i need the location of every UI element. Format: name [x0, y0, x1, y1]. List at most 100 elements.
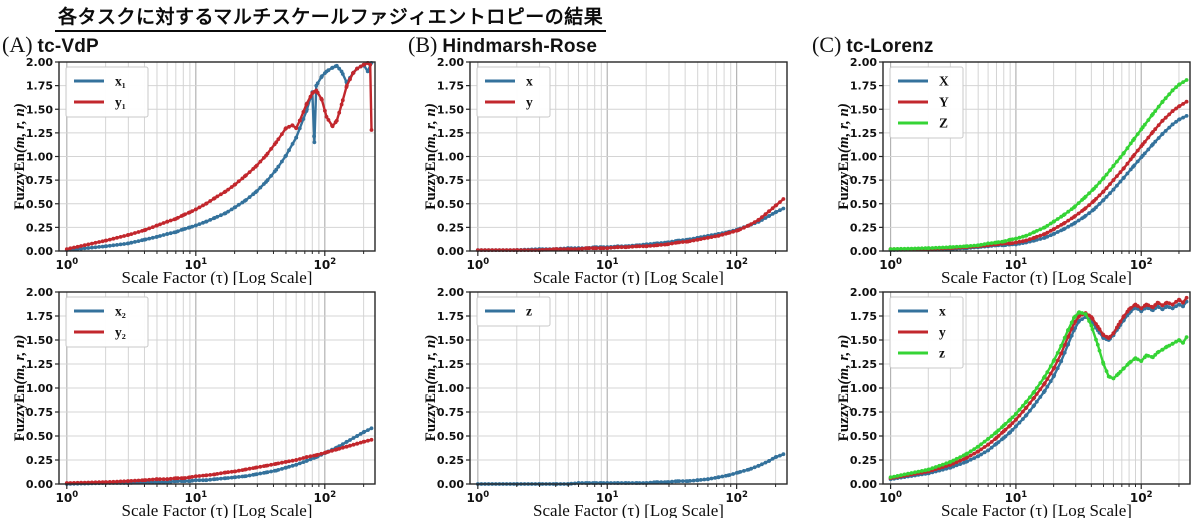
- y-tick-label: 1.50: [437, 103, 464, 116]
- x-tick-label: 100: [467, 257, 490, 272]
- chart-svg-A-bottom: 100 101 102 0.00 0.25 0.50 0.75 1.00 1.25 1.50 1.7…: [12, 286, 376, 520]
- panel-a-prefix: (A): [2, 32, 33, 57]
- y-tick-label: 1.25: [850, 358, 877, 371]
- legend-label-x₂: x₂: [115, 304, 126, 319]
- panel-a-name: tc-VdP: [37, 36, 99, 57]
- series-Z: [888, 78, 1189, 252]
- y-tick-label: 0.25: [850, 454, 877, 467]
- chart-svg-C-top: 100 101 102 0.00 0.25 0.50 0.75 1.00 1.25 1.50 1.7…: [836, 56, 1191, 287]
- legend-label-X: X: [939, 74, 949, 89]
- y-axis-label: FuzzyEn(m, r, n): [13, 335, 28, 442]
- x-axis-label: Scale Factor (τ) [Log Scale]: [122, 501, 313, 518]
- y-tick-label: 1.75: [26, 310, 53, 323]
- y-tick-label: 0.00: [850, 245, 877, 258]
- y-tick-label: 0.00: [850, 478, 877, 491]
- x-axis-label: Scale Factor (τ) [Log Scale]: [533, 268, 724, 285]
- y-tick-label: 1.50: [26, 334, 53, 347]
- y-tick-label: 0.25: [26, 221, 53, 234]
- y-tick-label: 0.00: [437, 478, 464, 491]
- legend-label-z: z: [939, 346, 945, 361]
- x-tick-label: 102: [725, 257, 748, 272]
- y-tick-label: 1.25: [437, 127, 464, 140]
- plot-area: [59, 61, 375, 253]
- x-tick-label: 101: [1005, 490, 1028, 505]
- chart-b-top: 100 101 102 0.00 0.25 0.50 0.75 1.00 1.25 1.50 1.7…: [423, 52, 797, 290]
- y-tick-label: 1.00: [26, 382, 53, 395]
- x-tick-label: 102: [725, 490, 748, 505]
- x-tick-label: 101: [184, 257, 207, 272]
- legend-label-Y: Y: [939, 95, 949, 110]
- x-axis-label: Scale Factor (τ) [Log Scale]: [941, 501, 1132, 518]
- y-tick-label: 1.25: [437, 358, 464, 371]
- y-tick-label: 1.00: [437, 151, 464, 164]
- x-axis-label: Scale Factor (τ) [Log Scale]: [122, 268, 313, 285]
- chart-c-bottom: 100 101 102 0.00 0.25 0.50 0.75 1.00 1.25 1.50 1.7…: [836, 282, 1200, 523]
- x-tick-label: 101: [596, 490, 619, 505]
- x-tick-label: 101: [184, 490, 207, 505]
- chart-c-top: 100 101 102 0.00 0.25 0.50 0.75 1.00 1.25 1.50 1.7…: [836, 52, 1200, 290]
- y-tick-label: 0.50: [437, 430, 464, 443]
- panel-b-name: Hindmarsh-Rose: [442, 36, 598, 57]
- y-tick-label: 1.50: [850, 103, 877, 116]
- legend: x₂ y₂: [65, 296, 149, 348]
- legend: xyz: [889, 296, 964, 369]
- figure-title: 各タスクに対するマルチスケールファジィエントロピーの結果: [55, 2, 607, 32]
- y-tick-label: 0.50: [26, 430, 53, 443]
- plot-area: [59, 291, 375, 486]
- x-axis-label: Scale Factor (τ) [Log Scale]: [941, 268, 1132, 285]
- y-tick-label: 1.75: [850, 310, 877, 323]
- x-tick-label: 100: [467, 490, 490, 505]
- legend-label-x₁: x₁: [115, 74, 126, 89]
- y-tick-label: 0.25: [26, 454, 53, 467]
- y-tick-label: 0.25: [437, 221, 464, 234]
- series-y: [888, 295, 1189, 481]
- y-tick-label: 1.25: [850, 127, 877, 140]
- y-tick-label: 2.00: [26, 56, 53, 69]
- y-tick-label: 1.00: [850, 151, 877, 164]
- y-tick-label: 0.25: [437, 454, 464, 467]
- y-tick-label: 1.75: [26, 80, 53, 93]
- x-tick-label: 102: [1130, 490, 1153, 505]
- x-tick-label: 102: [313, 490, 336, 505]
- y-axis-label: FuzzyEn(m, r, n): [837, 335, 852, 442]
- y-tick-label: 0.75: [26, 406, 53, 419]
- y-tick-label: 0.00: [26, 478, 53, 491]
- x-tick-label: 100: [55, 257, 78, 272]
- y-tick-label: 0.75: [26, 174, 53, 187]
- y-tick-label: 1.00: [26, 151, 53, 164]
- y-tick-label: 1.75: [437, 310, 464, 323]
- panel-c-name: tc-Lorenz: [846, 36, 934, 57]
- y-tick-label: 2.00: [437, 286, 464, 299]
- y-tick-label: 0.50: [437, 198, 464, 211]
- chart-a-bottom: 100 101 102 0.00 0.25 0.50 0.75 1.00 1.25 1.50 1.7…: [12, 282, 385, 523]
- y-tick-label: 0.50: [850, 430, 877, 443]
- x-tick-label: 101: [1005, 257, 1028, 272]
- legend: x₁ y₁: [65, 66, 149, 118]
- chart-b-bottom: 100 101 102 0.00 0.25 0.50 0.75 1.00 1.25 1.50 1.7…: [423, 282, 797, 523]
- y-tick-label: 1.50: [26, 103, 53, 116]
- series-z: [475, 452, 786, 486]
- legend-label-z: z: [526, 304, 532, 319]
- x-tick-label: 100: [55, 490, 78, 505]
- series-z: [888, 310, 1189, 480]
- y-tick-label: 1.75: [850, 80, 877, 93]
- panel-b-prefix: (B): [408, 32, 438, 57]
- y-tick-label: 1.50: [850, 334, 877, 347]
- legend-label-y₂: y₂: [115, 325, 126, 340]
- y-tick-label: 1.75: [437, 80, 464, 93]
- series-y₁: [64, 61, 374, 252]
- y-tick-label: 0.75: [437, 174, 464, 187]
- series-x: [888, 299, 1189, 482]
- legend-label-x: x: [939, 304, 946, 319]
- legend: z: [476, 296, 551, 327]
- chart-svg-C-bottom: 100 101 102 0.00 0.25 0.50 0.75 1.00 1.25 1.50 1.7…: [836, 286, 1191, 520]
- panel-header-a: (A) tc-VdP: [2, 32, 99, 58]
- chart-a-top: 100 101 102 0.00 0.25 0.50 0.75 1.00 1.25 1.50 1.7…: [12, 52, 385, 290]
- chart-svg-B-top: 100 101 102 0.00 0.25 0.50 0.75 1.00 1.25 1.50 1.7…: [423, 56, 788, 287]
- y-tick-label: 2.00: [850, 286, 877, 299]
- y-tick-label: 1.00: [850, 382, 877, 395]
- y-tick-label: 0.00: [26, 245, 53, 258]
- y-tick-label: 0.75: [850, 174, 877, 187]
- y-tick-label: 1.00: [437, 382, 464, 395]
